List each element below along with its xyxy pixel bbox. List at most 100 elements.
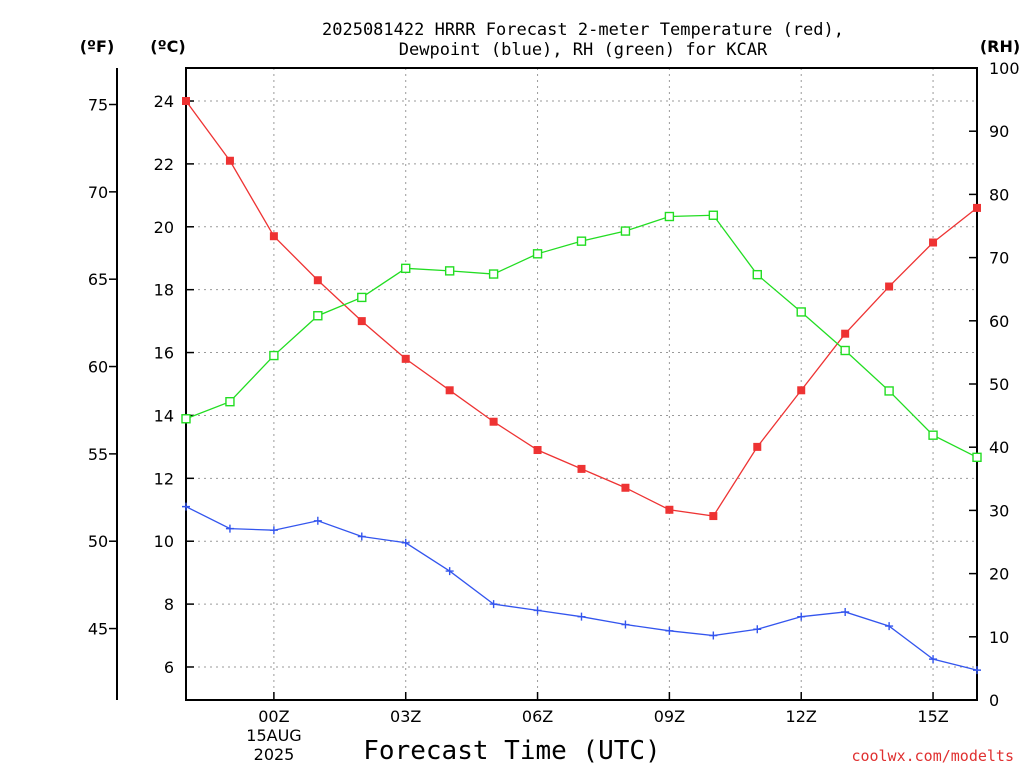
chart-title-line-1: 2025081422 HRRR Forecast 2-meter Tempera… [322, 20, 844, 40]
temperature-point [577, 464, 586, 473]
rh-point [884, 386, 894, 396]
dewpoint-point [841, 607, 850, 616]
rh-tick-label: 20 [989, 565, 1009, 584]
x-tick-label: 00Z [258, 707, 289, 726]
dewpoint-point [445, 567, 454, 576]
dewpoint-point [973, 666, 981, 675]
date-label-day: 15AUG [246, 726, 301, 745]
rh-point [313, 311, 323, 321]
temperature-point [841, 329, 850, 338]
rh-point [225, 396, 235, 407]
rh-point [401, 263, 411, 274]
grid [186, 68, 977, 700]
rh-tick-label: 90 [989, 122, 1009, 141]
temperature-point [445, 386, 454, 395]
dewpoint-point [269, 526, 278, 535]
fahrenheit-tick-label: 60 [88, 358, 108, 377]
fahrenheit-tick-label: 45 [88, 620, 108, 639]
temperature-point [621, 483, 630, 492]
rh-point [488, 269, 499, 279]
temperature-point [182, 97, 190, 106]
x-tick-label: 15Z [917, 707, 948, 726]
rh-point [840, 345, 850, 356]
rh-tick-label: 50 [989, 375, 1009, 394]
temperature-point [665, 505, 674, 514]
dewpoint-point [621, 620, 630, 629]
rh-point [532, 249, 543, 259]
rh-tick-label: 70 [989, 249, 1009, 268]
series-rh [181, 210, 982, 463]
celsius-tick-label: 24 [154, 92, 174, 111]
rh-tick-label: 100 [989, 59, 1020, 78]
celsius-tick-label: 18 [154, 281, 174, 300]
temperature-point [357, 317, 366, 326]
credit-label: coolwx.com/modelts [851, 747, 1014, 765]
fahrenheit-tick-label: 65 [88, 270, 108, 289]
fahrenheit-tick-label: 70 [88, 183, 108, 202]
rh-point [444, 266, 455, 276]
x-tick-label: 06Z [522, 707, 553, 726]
dewpoint-line [185, 506, 978, 671]
axes [109, 67, 978, 701]
dewpoint-point [489, 600, 498, 609]
celsius-tick-label: 16 [154, 344, 174, 363]
dewpoint-point [797, 612, 806, 621]
temperature-line [185, 100, 978, 517]
fahrenheit-tick-label: 50 [88, 532, 108, 551]
temperature-point [753, 442, 762, 451]
rh-point [576, 236, 587, 246]
temperature-point [269, 232, 278, 241]
rh-point [708, 210, 719, 220]
rh-tick-label: 10 [989, 628, 1009, 647]
rh-tick-label: 60 [989, 312, 1009, 331]
temperature-point [797, 386, 806, 395]
rh-point [928, 430, 938, 440]
fahrenheit-tick-label: 75 [88, 96, 108, 115]
celsius-unit-label: (ºC) [150, 37, 185, 56]
rh-tick-label: 30 [989, 501, 1009, 520]
rh-unit-label: (RH) [980, 37, 1020, 56]
temperature-point [533, 446, 542, 455]
temperature-point [973, 203, 981, 212]
celsius-tick-label: 8 [164, 595, 174, 614]
rh-point [357, 292, 367, 303]
series-dewpoint [182, 502, 981, 675]
celsius-tick-label: 10 [154, 532, 174, 551]
temperature-point [489, 417, 498, 426]
celsius-tick-label: 20 [154, 218, 174, 237]
rh-tick-label: 80 [989, 185, 1009, 204]
dewpoint-point [753, 625, 762, 634]
dewpoint-point [665, 626, 674, 635]
rh-point [972, 452, 982, 463]
x-tick-label: 03Z [390, 707, 421, 726]
series-temperature [182, 97, 981, 521]
temperature-point [313, 276, 322, 285]
rh-line [185, 214, 978, 458]
dewpoint-point [313, 516, 322, 525]
temperature-point [225, 156, 234, 165]
celsius-tick-label: 6 [164, 658, 174, 677]
rh-point [664, 211, 675, 222]
x-axis-label: Forecast Time (UTC) [363, 736, 660, 766]
dewpoint-point [182, 502, 190, 511]
rh-tick-label: 0 [989, 691, 999, 710]
x-tick-label: 09Z [654, 707, 685, 726]
tick-labels: 6 8 10 12 14 16 18 20 22 24 45 50 55 60 65 70 75 0 10 20 30 4… [88, 59, 1020, 726]
dewpoint-point [929, 655, 938, 664]
dewpoint-point [577, 612, 586, 621]
fahrenheit-tick-label: 55 [88, 445, 108, 464]
dewpoint-point [357, 532, 366, 541]
series-layer [181, 97, 982, 675]
dewpoint-point [709, 631, 718, 640]
chart-title-line-2: Dewpoint (blue), RH (green) for KCAR [399, 40, 768, 60]
dewpoint-point [225, 524, 234, 533]
rh-point [181, 414, 191, 424]
x-tick-label: 12Z [786, 707, 817, 726]
rh-tick-label: 40 [989, 438, 1009, 457]
temperature-point [709, 512, 718, 521]
fahrenheit-unit-label: (ºF) [80, 37, 115, 56]
temperature-point [885, 282, 894, 291]
date-label-year: 2025 [254, 745, 295, 764]
dewpoint-point [885, 622, 894, 631]
